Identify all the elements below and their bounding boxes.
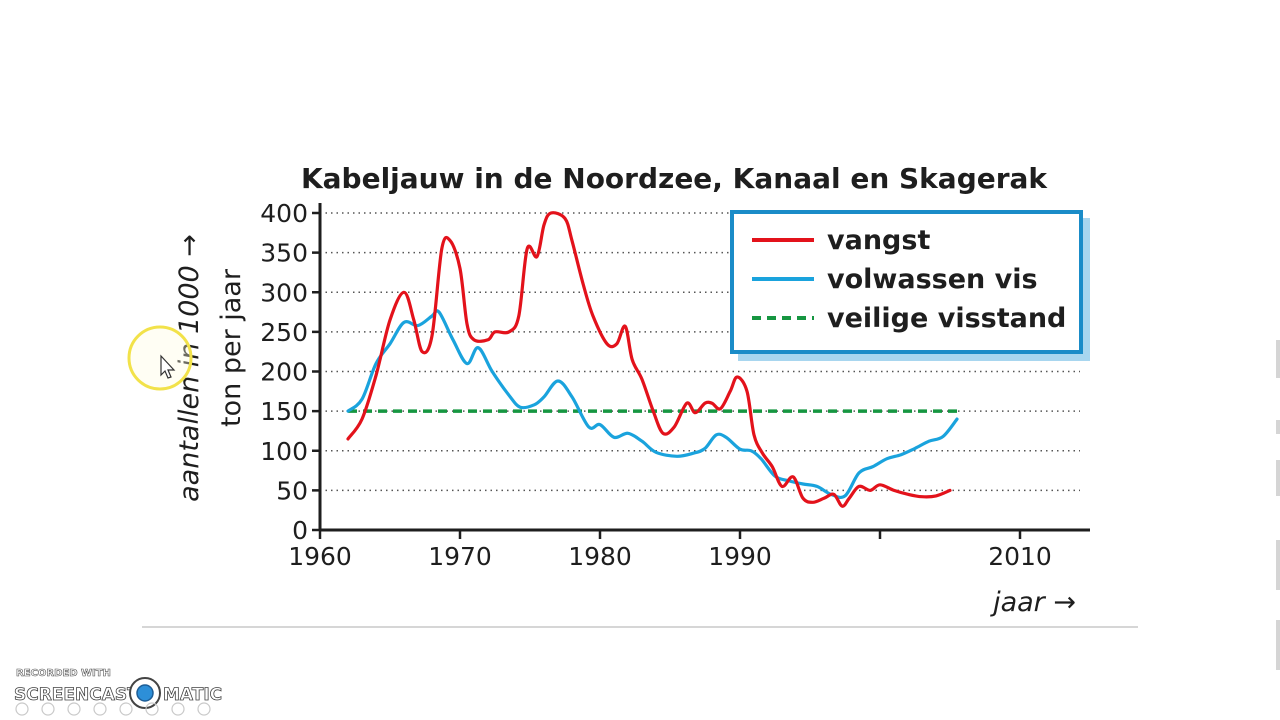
y-tick-label: 300 — [260, 278, 308, 307]
screencast-watermark: RECORDED WITH SCREENCAST MATIC — [14, 668, 223, 716]
y-tick-label: 350 — [260, 239, 308, 268]
x-tick-label: 1960 — [288, 542, 352, 571]
legend-box — [730, 210, 1083, 354]
y-tick-label: 0 — [292, 516, 308, 545]
y-tick-label: 150 — [260, 397, 308, 426]
mouse-cursor-icon — [160, 354, 176, 379]
watermark-toolbar-icons — [15, 702, 211, 716]
x-tick-label: 1980 — [568, 542, 632, 571]
legend: vangst volwassen vis veilige visstand — [730, 210, 1090, 361]
y-axis-label-line2: ton per jaar — [216, 268, 247, 427]
x-tick-label: 2010 — [988, 542, 1052, 571]
legend-label: vangst — [827, 225, 930, 256]
y-tick-label: 400 — [260, 199, 308, 228]
right-edge-marks — [1276, 340, 1280, 670]
x-axis-label: jaar → — [989, 587, 1076, 618]
chart-title: Kabeljauw in de Noordzee, Kanaal en Skag… — [301, 162, 1048, 195]
series-lines — [346, 211, 962, 508]
y-tick-label: 200 — [260, 358, 308, 387]
x-tick-label: 1990 — [708, 542, 772, 571]
watermark-screencast: SCREENCAST — [14, 685, 139, 705]
x-tick-label: 1970 — [428, 542, 492, 571]
series-line-vangst — [346, 211, 952, 508]
legend-label: volwassen vis — [827, 264, 1038, 295]
axes: 0 50 100 150 200 250 300 350 400 1960 1970 1980 1990… — [260, 199, 1090, 571]
watermark-recorded-with: RECORDED WITH — [16, 668, 111, 679]
cursor-highlight — [127, 325, 193, 391]
y-tick-label: 50 — [276, 476, 308, 505]
series-line-volwassen-vis — [346, 309, 959, 499]
y-tick-label: 250 — [260, 318, 308, 347]
legend-label: veilige visstand — [827, 303, 1066, 334]
y-tick-label: 100 — [260, 437, 308, 466]
watermark-matic: MATIC — [163, 685, 222, 705]
